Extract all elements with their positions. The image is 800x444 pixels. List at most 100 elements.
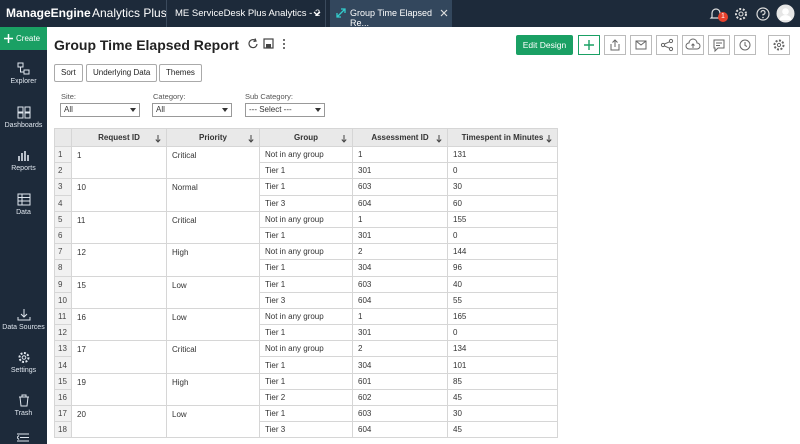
- row-number: 2: [54, 162, 72, 180]
- icon: [17, 193, 30, 206]
- table-container: Request ID Priority Group Assessment ID Time…: [54, 128, 558, 439]
- avatar[interactable]: [776, 4, 795, 23]
- close-icon[interactable]: [440, 9, 448, 17]
- publish-button[interactable]: [682, 35, 704, 55]
- group-cell: Tier 1: [259, 324, 353, 342]
- export-button[interactable]: [604, 35, 626, 55]
- timespent-cell: 30: [447, 404, 558, 423]
- filter-select[interactable]: All: [152, 103, 232, 117]
- icon: [660, 38, 674, 52]
- nav-dashboards[interactable]: Dashboards: [0, 106, 47, 129]
- row-number: 10: [54, 291, 72, 309]
- row-number: 8: [54, 259, 72, 277]
- data-row: 8 Tier 1 304 96: [54, 259, 558, 277]
- nav-settings[interactable]: Settings: [0, 351, 47, 374]
- data-row: 18 Tier 3 604 45: [54, 421, 558, 439]
- assessment-id-cell: 2: [352, 243, 448, 261]
- assessment-id-cell: 301: [352, 226, 448, 245]
- assessment-id-cell: 603: [352, 275, 448, 293]
- filter-value: All: [64, 105, 73, 114]
- priority-cell: Normal: [166, 178, 260, 212]
- group-cell: Tier 3: [259, 194, 353, 212]
- timespent-cell: 0: [447, 324, 558, 342]
- row-number: 11: [54, 307, 72, 326]
- data-row: 14 Tier 1 304 101: [54, 356, 558, 374]
- request-id-cell: 12: [71, 243, 167, 277]
- email-button[interactable]: [630, 35, 652, 55]
- caret: [222, 108, 228, 112]
- sort-arrow[interactable]: [546, 135, 552, 143]
- row-number: 5: [54, 210, 72, 228]
- assessment-id-cell: 301: [352, 162, 448, 180]
- nav-label: Data Sources: [2, 324, 45, 331]
- group-cell: Not in any group: [259, 210, 353, 228]
- assessment-id-cell: 601: [352, 372, 448, 390]
- title-actions[interactable]: [248, 38, 290, 50]
- filter-label: Sub Category:: [245, 92, 293, 101]
- column-label: Timespent in Minutes: [461, 133, 544, 142]
- notification-badge: 1: [718, 12, 728, 22]
- add-button[interactable]: [578, 35, 600, 55]
- alert-button[interactable]: [734, 35, 756, 55]
- data-row: 3 10 Normal Tier 1 603 30: [54, 178, 558, 212]
- group-cell: Tier 1: [259, 275, 353, 293]
- assessment-id-cell: 1: [352, 210, 448, 228]
- underlying-data-button[interactable]: Underlying Data: [86, 64, 158, 82]
- row-number: 7: [54, 243, 72, 261]
- sort-arrow[interactable]: [341, 135, 347, 143]
- row-number: 13: [54, 340, 72, 358]
- column-label: Group: [294, 133, 318, 142]
- sort-arrow[interactable]: [155, 135, 161, 143]
- nav-data-sources[interactable]: Data Sources: [0, 308, 47, 331]
- data-row: 11 16 Low Not in any group 1 165: [54, 307, 558, 342]
- share-button[interactable]: [656, 35, 678, 55]
- sort-button[interactable]: Sort: [54, 64, 83, 82]
- timespent-cell: 155: [447, 210, 558, 228]
- comment-button[interactable]: [708, 35, 730, 55]
- timespent-cell: 40: [447, 275, 558, 293]
- header-row: Request ID Priority Group Assessment ID Time…: [54, 128, 558, 147]
- filter-select[interactable]: --- Select ---: [245, 103, 325, 117]
- priority-cell: Low: [166, 404, 260, 439]
- assessment-id-cell: 604: [352, 194, 448, 212]
- group-cell: Not in any group: [259, 340, 353, 358]
- group-cell: Not in any group: [259, 145, 353, 164]
- timespent-cell: 0: [447, 226, 558, 245]
- themes-button[interactable]: Themes: [159, 64, 202, 82]
- data-row: 5 11 Critical Not in any group 1 155: [54, 210, 558, 245]
- nav-explorer[interactable]: Explorer: [0, 62, 47, 85]
- tab-label: ME ServiceDesk Plus Analytics - 2: [175, 8, 321, 19]
- icon: [685, 38, 701, 50]
- nav-label: Explorer: [10, 78, 37, 85]
- group-cell: Tier 1: [259, 372, 353, 390]
- create-label: Create: [16, 34, 41, 43]
- icon: [773, 39, 785, 51]
- assessment-id-cell: 602: [352, 388, 448, 407]
- workspace-tab[interactable]: ME ServiceDesk Plus Analytics - 2: [166, 0, 326, 27]
- timespent-cell: 165: [447, 307, 558, 326]
- sort-arrow[interactable]: [436, 135, 442, 143]
- nav-trash[interactable]: Trash: [0, 394, 47, 417]
- collapse-icon[interactable]: [17, 433, 29, 442]
- row-number: 3: [54, 178, 72, 196]
- settings-button[interactable]: [768, 35, 790, 55]
- create-button[interactable]: Create: [0, 27, 47, 50]
- sort-arrow[interactable]: [248, 135, 254, 143]
- active-tab[interactable]: Group Time Elapsed Re...: [330, 0, 452, 28]
- row-number: 16: [54, 388, 72, 407]
- column-header: Priority: [166, 128, 260, 147]
- tab-icon: [336, 8, 346, 18]
- help-icon[interactable]: [756, 7, 770, 21]
- filter-select[interactable]: All: [60, 103, 140, 117]
- edit-design-button[interactable]: Edit Design: [516, 35, 573, 55]
- row-number: 9: [54, 275, 72, 293]
- tab-label: Group Time Elapsed Re...: [350, 8, 433, 28]
- column-header: Group: [259, 128, 353, 147]
- nav-data[interactable]: Data: [0, 193, 47, 216]
- request-id-cell: 19: [71, 372, 167, 407]
- timespent-cell: 60: [447, 194, 558, 212]
- nav-reports[interactable]: Reports: [0, 149, 47, 172]
- settings-icon[interactable]: [734, 7, 748, 21]
- icon: [635, 40, 647, 50]
